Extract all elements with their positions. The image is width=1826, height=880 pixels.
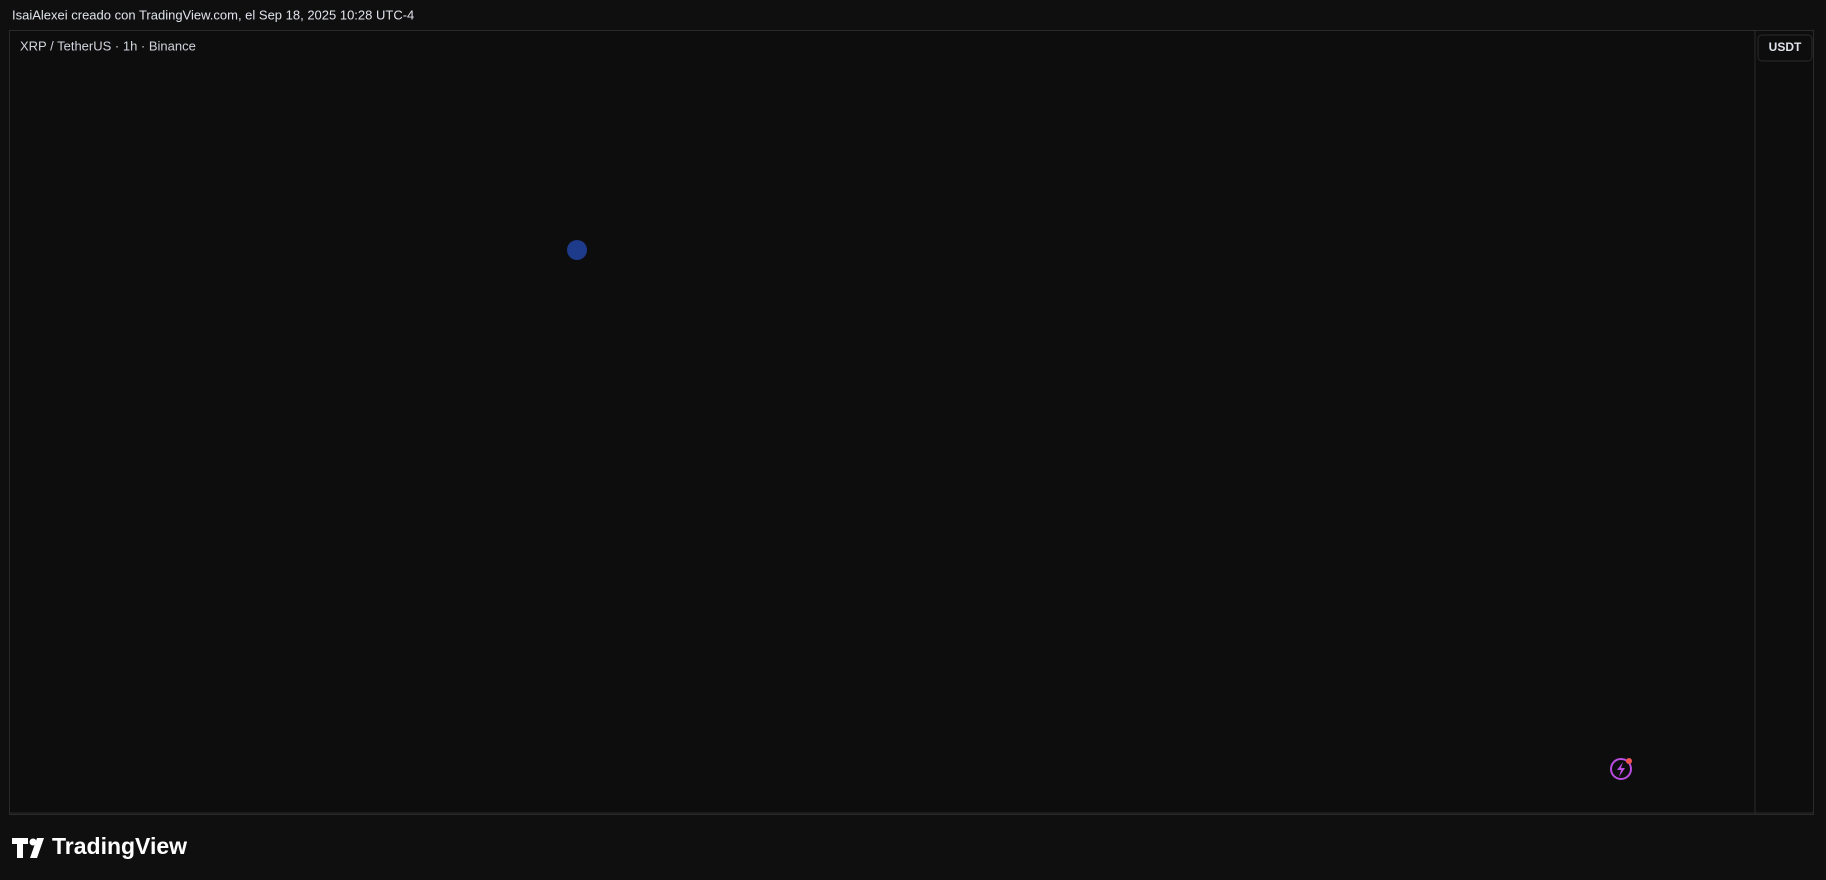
brand-name: TradingView [52, 833, 187, 859]
symbol: XRP / TetherUS · 1h · Binance [20, 38, 196, 53]
currency-button-label: USDT [1769, 40, 1802, 54]
brand: TradingView [12, 833, 187, 859]
currency-button[interactable] [1757, 34, 1813, 62]
alert-icon [1610, 758, 1632, 780]
credit: IsaiAlexei creado con TradingView.com, e… [12, 7, 414, 22]
chart-frame [9, 30, 1814, 815]
legend-row: XRP / TetherUS · 1h · Binance [20, 38, 196, 53]
marker-dot [567, 240, 587, 260]
